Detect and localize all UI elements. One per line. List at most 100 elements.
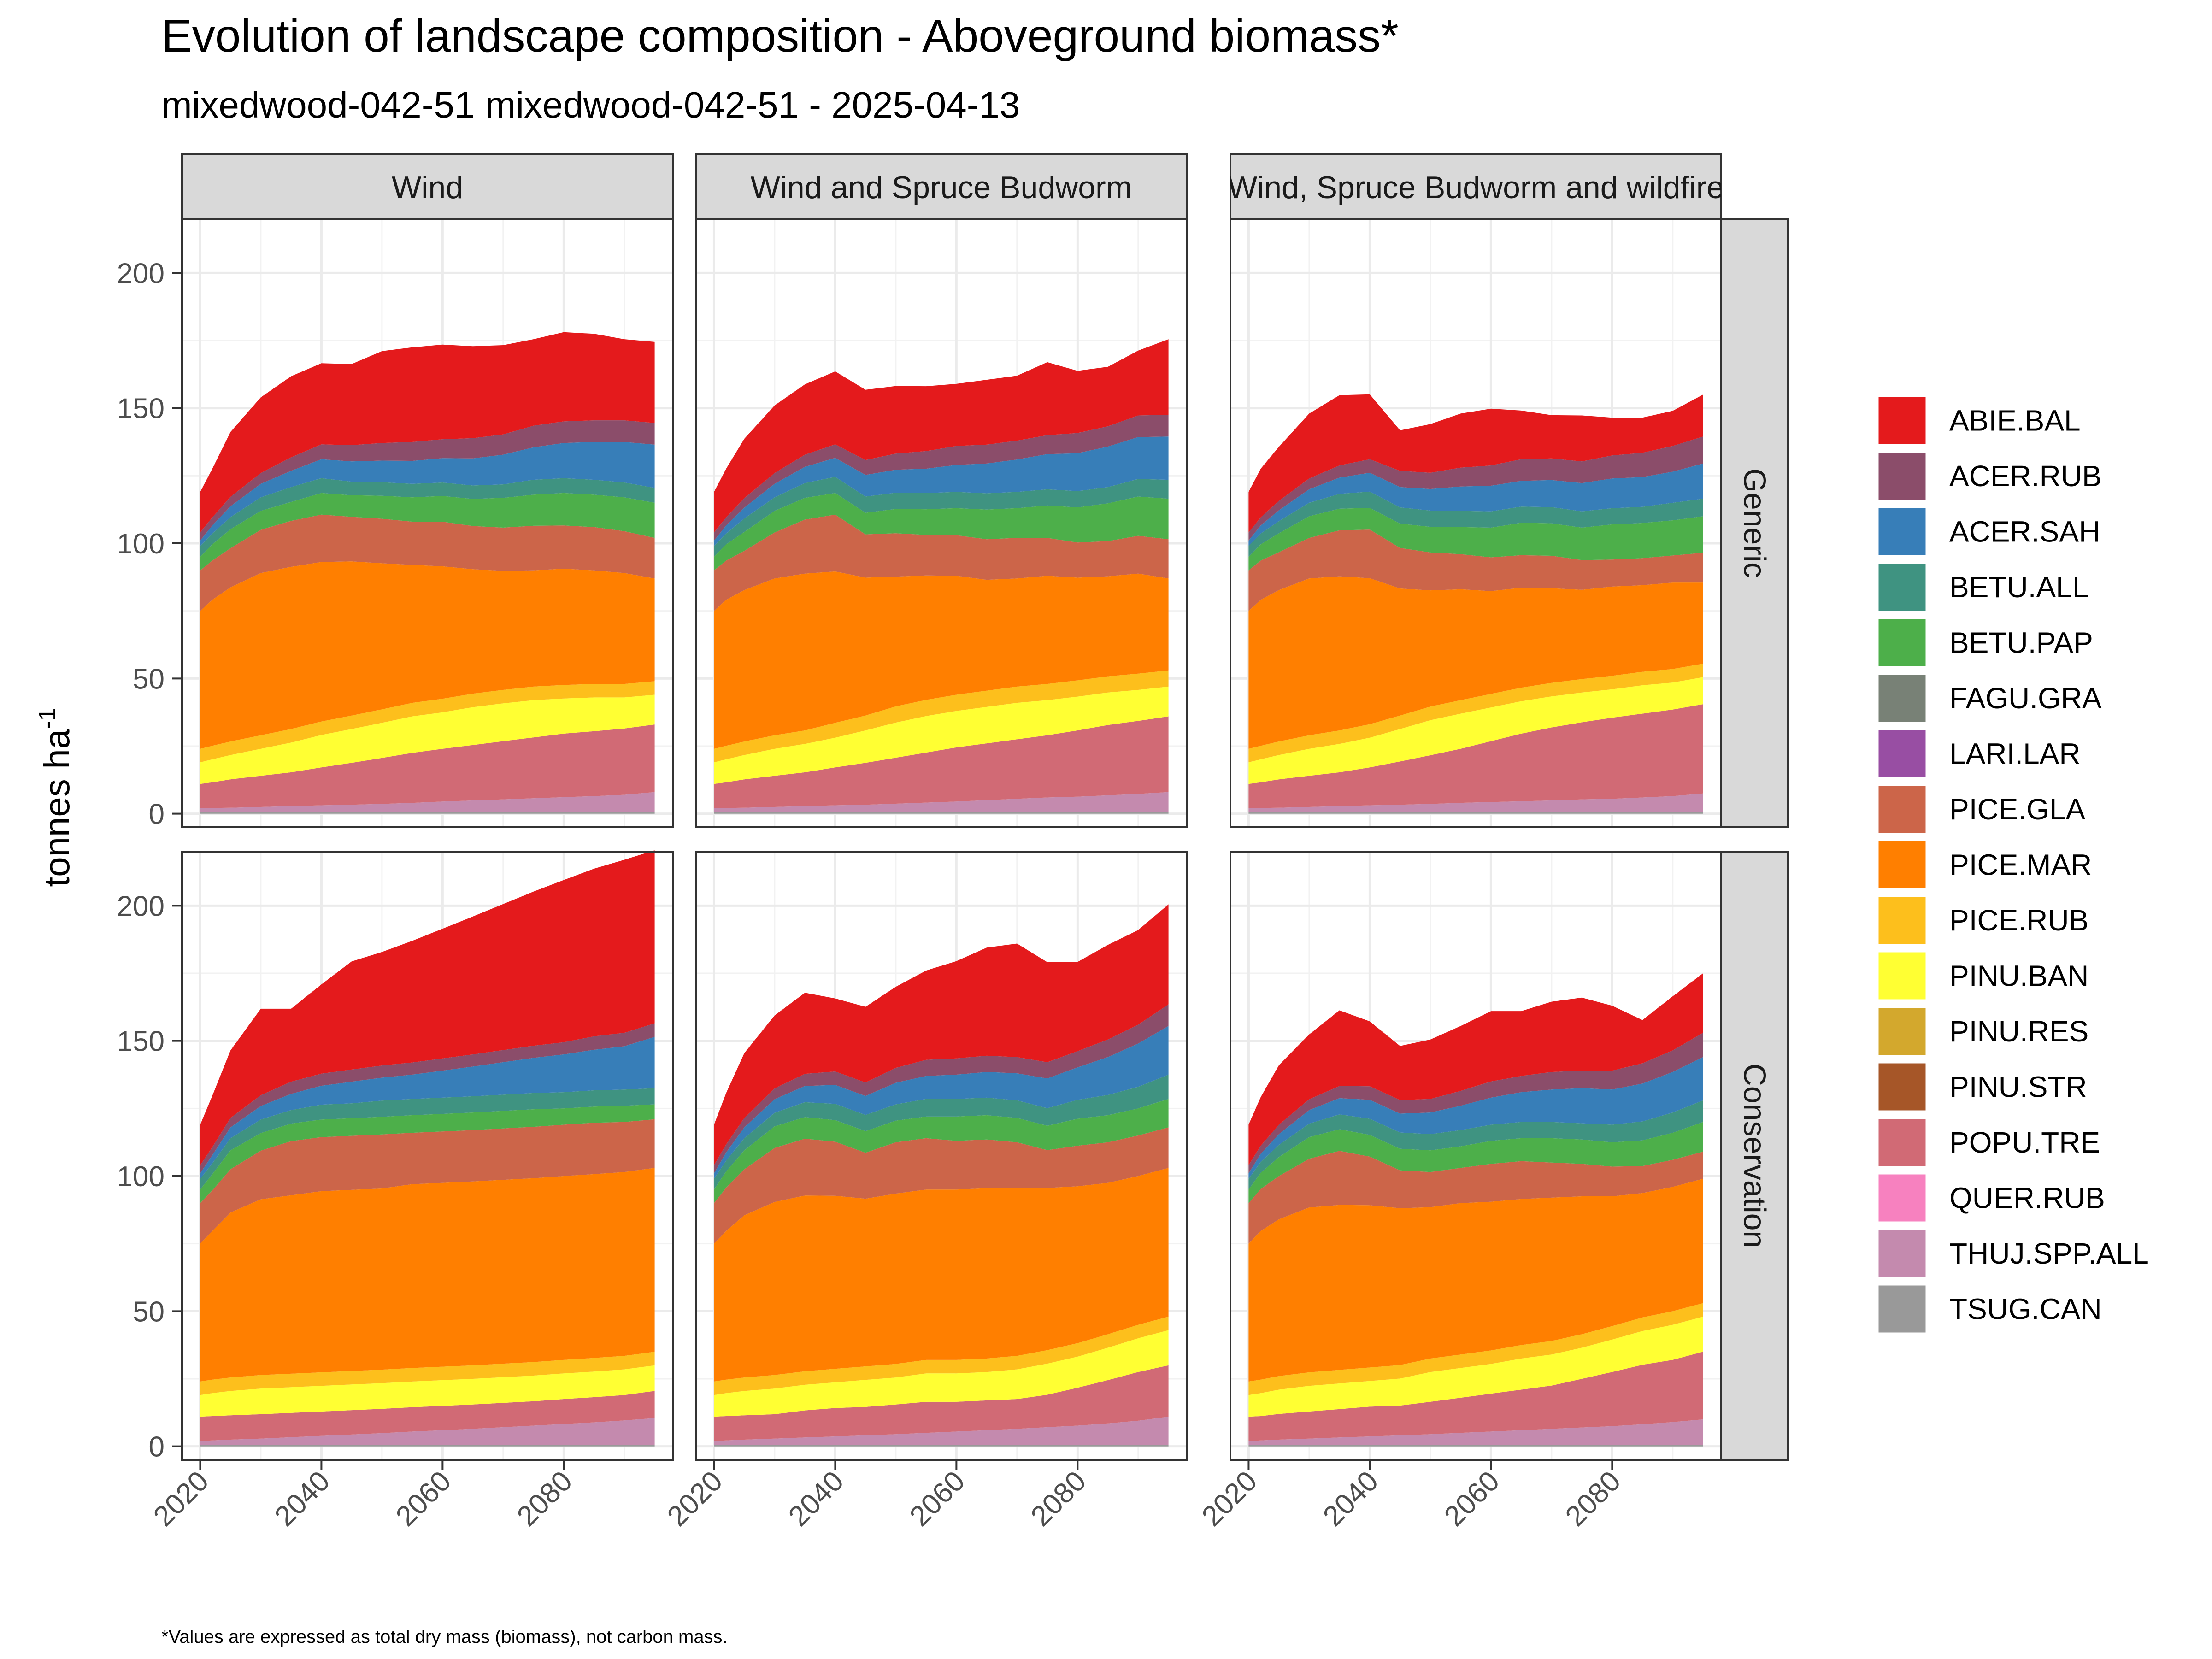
panel-conservation-wind-and-spruce-budworm: [695, 851, 1188, 1461]
panel-generic-wind-spruce-budworm-and-wildfire: [1230, 218, 1722, 828]
y-tick-label: 0: [149, 1431, 165, 1463]
area-popu-tre: [714, 1365, 1169, 1441]
area-betu-pap: [714, 493, 1169, 571]
area-pice-gla: [714, 1127, 1169, 1244]
y-tick-label: 0: [149, 799, 165, 830]
area-pice-mar: [714, 571, 1169, 749]
facet-strip-wind-spruce-budworm-and-wildfire: Wind, Spruce Budworm and wildfire: [1228, 153, 1724, 220]
facet-strip-conservation: Conservation: [1720, 851, 1789, 1461]
y-axis-generic: 0 50 100 150 200: [117, 258, 182, 830]
area-popu-tre: [200, 1391, 655, 1441]
y-tick-label: 100: [117, 1161, 165, 1193]
legend-item-thuj-spp-all: THUJ.SPP.ALL: [1877, 1229, 2149, 1278]
area-thuj-spp-all: [200, 1418, 655, 1445]
legend-label: THUJ.SPP.ALL: [1949, 1237, 2149, 1270]
legend-key: [1877, 895, 1927, 945]
area-acer-rub: [200, 420, 655, 541]
area-betu-all: [200, 1088, 655, 1190]
area-pice-gla: [200, 1119, 655, 1244]
area-betu-all: [1248, 1100, 1703, 1190]
facet-strip-label: Wind: [392, 170, 463, 205]
area-betu-pap: [200, 493, 655, 571]
facet-strip-background: [695, 153, 1188, 220]
area-tsug-can: [1248, 812, 1703, 814]
area-tsug-can: [714, 1445, 1169, 1447]
panel-border: [695, 851, 1188, 1461]
panels-layer: Wind 0 50 100 150 200 Wind and Spruce Budworm W…: [117, 153, 1789, 1532]
area-pice-mar: [714, 1168, 1169, 1382]
legend-key: [1877, 451, 1927, 501]
y-tick-label: 200: [117, 258, 165, 289]
legend-key: [1877, 673, 1927, 723]
area-abie-bal: [200, 332, 655, 533]
area-thuj-spp-all: [200, 792, 655, 812]
area-pinu-ban: [200, 1365, 655, 1417]
legend-item-pinu-ban: PINU.BAN: [1877, 951, 2088, 1001]
area-tsug-can: [714, 812, 1169, 814]
area-pice-gla: [714, 514, 1169, 611]
area-tsug-can: [1248, 1445, 1703, 1447]
legend-key: [1877, 562, 1927, 612]
area-pice-rub: [714, 1317, 1169, 1395]
panel-border: [181, 851, 674, 1461]
facet-strip-label: Conservation: [1737, 1064, 1772, 1248]
area-pice-rub: [1248, 664, 1703, 763]
area-acer-sah: [200, 1036, 655, 1179]
area-pinu-ban: [714, 1330, 1169, 1417]
area-pice-mar: [1248, 576, 1703, 749]
legend-item-pinu-res: PINU.RES: [1877, 1006, 2088, 1056]
area-pice-rub: [200, 1352, 655, 1395]
legend-key: [1877, 729, 1927, 779]
area-pice-rub: [714, 670, 1169, 763]
area-thuj-spp-all: [1248, 1419, 1703, 1445]
legend-label: ACER.SAH: [1949, 515, 2100, 548]
legend-key: [1877, 395, 1927, 446]
y-axis-label: tonnes ha-1: [34, 708, 77, 887]
panel-generic-wind: [181, 218, 674, 828]
legend-item-betu-all: BETU.ALL: [1877, 562, 2088, 612]
facet-strip-background: [181, 153, 674, 220]
area-acer-rub: [714, 415, 1169, 541]
legend-item-pinu-str: PINU.STR: [1877, 1062, 2087, 1112]
legend-item-popu-tre: POPU.TRE: [1877, 1118, 2100, 1167]
area-tsug-can: [200, 812, 655, 814]
y-tick-label: 150: [117, 393, 165, 425]
facet-strip-background: [1230, 153, 1722, 220]
facet-strip-background: [1720, 851, 1789, 1461]
legend-item-betu-pap: BETU.PAP: [1877, 618, 2093, 668]
area-pice-gla: [200, 514, 655, 611]
y-axis-conservation: 0 50 100 150 200: [117, 890, 182, 1463]
facet-strip-label: Generic: [1737, 468, 1772, 578]
area-pice-gla: [1248, 1151, 1703, 1244]
area-pice-mar: [1248, 1178, 1703, 1382]
legend-label: PINU.STR: [1949, 1071, 2087, 1104]
area-betu-all: [1248, 491, 1703, 557]
area-popu-tre: [1248, 704, 1703, 808]
area-popu-tre: [1248, 1352, 1703, 1441]
legend-item-lari-lar: LARI.LAR: [1877, 729, 2081, 779]
area-acer-sah: [200, 442, 655, 546]
panel-conservation-wind-spruce-budworm-and-wildfire: [1230, 851, 1722, 1461]
legend-item-pice-mar: PICE.MAR: [1877, 840, 2092, 890]
area-pice-gla: [1248, 529, 1703, 611]
legend-label: PICE.MAR: [1949, 848, 2092, 882]
area-popu-tre: [200, 724, 655, 808]
legend-key: [1877, 506, 1927, 557]
area-acer-rub: [1248, 436, 1703, 541]
facet-strip-wind: Wind: [181, 153, 674, 220]
legend-key: [1877, 1006, 1927, 1056]
area-pice-mar: [200, 561, 655, 749]
legend-key: [1877, 1284, 1927, 1334]
legend-item-acer-rub: ACER.RUB: [1877, 451, 2102, 501]
legend-label: PINU.BAN: [1949, 959, 2088, 993]
y-axis-label-superscript: -1: [34, 708, 61, 729]
legend-key: [1877, 784, 1927, 834]
area-abie-bal: [714, 904, 1169, 1165]
legend-label: FAGU.GRA: [1949, 682, 2102, 715]
area-pinu-ban: [1248, 677, 1703, 784]
y-tick-label: 50: [133, 1296, 165, 1328]
area-acer-sah: [1248, 463, 1703, 546]
facet-strip-label: Wind, Spruce Budworm and wildfire: [1228, 170, 1724, 205]
